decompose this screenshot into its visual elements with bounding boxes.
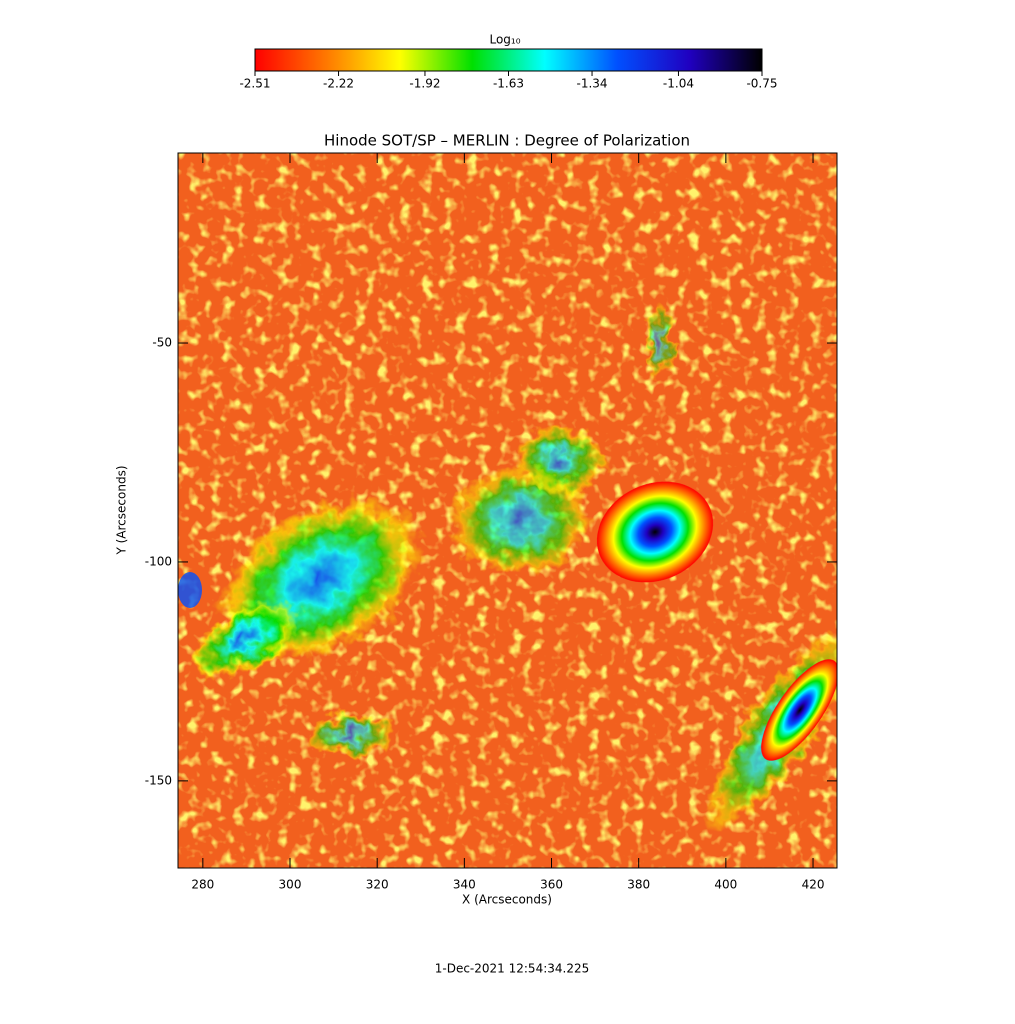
x-tick-label: 300 — [279, 878, 302, 892]
colorbar-tick-label: -1.63 — [493, 77, 524, 91]
heatmap-image — [178, 153, 837, 868]
x-tick-label: 320 — [366, 878, 389, 892]
y-axis-label: Y (Arcseconds) — [115, 465, 129, 555]
y-tick-label: -150 — [145, 773, 172, 787]
plot-frame — [177, 152, 838, 869]
x-tick-label: 360 — [540, 878, 563, 892]
x-tick-label: 400 — [714, 878, 737, 892]
footer-timestamp: 1-Dec-2021 12:54:34.225 — [435, 962, 589, 976]
colorbar-label: Log₁₀ — [489, 33, 520, 47]
colorbar-tick-label: -0.75 — [746, 77, 777, 91]
colorbar-tick-label: -2.51 — [239, 77, 270, 91]
x-tick-label: 340 — [453, 878, 476, 892]
colorbar-tick-label: -2.22 — [323, 77, 354, 91]
x-axis-label: X (Arcseconds) — [462, 893, 552, 907]
colorbar-tick-label: -1.04 — [663, 77, 694, 91]
colorbar-tick-label: -1.92 — [409, 77, 440, 91]
colorbar — [254, 48, 763, 72]
colorbar-tick-label: -1.34 — [577, 77, 608, 91]
x-tick-label: 420 — [802, 878, 825, 892]
x-tick-label: 280 — [191, 878, 214, 892]
x-tick-label: 380 — [627, 878, 650, 892]
chart-title: Hinode SOT/SP – MERLIN : Degree of Polar… — [324, 132, 690, 150]
y-tick-label: -100 — [145, 554, 172, 568]
y-tick-label: -50 — [152, 336, 172, 350]
